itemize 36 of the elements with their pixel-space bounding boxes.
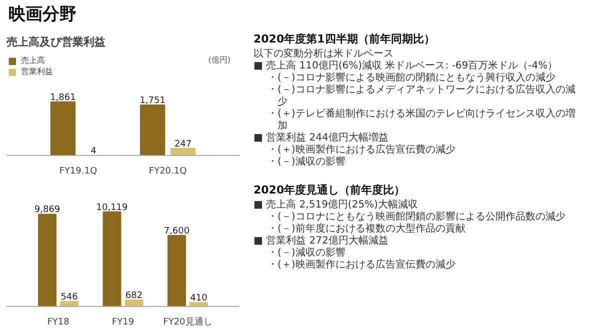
data-label: 4 [90,146,97,156]
legend-label: 売上高 [21,55,45,66]
text: ・(－)コロナ影響による映画館の閉鎖にともなう興行収入の減少 [268,72,556,84]
x-tick-label: FY20見通し [163,316,212,328]
data-label: 410 [190,294,208,304]
text: 2020年度見通し（前年度比） [254,184,406,196]
text: ・(＋)映画製作における広告宣伝費の減少 [268,258,456,270]
data-label: 9,869 [34,205,60,216]
text: ・(－)減収の影響 [268,246,346,258]
x-tick-label: FY20.1Q [148,166,187,176]
text: (億円) [208,56,231,65]
text: 2020年度第1四半期（前年同期比） [254,32,435,46]
data-label: 546 [60,292,78,302]
data-label: 7,600 [164,226,190,236]
text: ・(－)減収の影響 [268,156,346,168]
data-label: 247 [174,139,192,150]
chart-title: 売上高及び営業利益 [6,36,106,48]
data-label: 1,861 [50,92,76,103]
text: 映画分野 [8,4,76,24]
data-label: 682 [125,291,143,302]
x-tick-label: FY19.1Q [59,166,98,176]
text: ・(－)前年度における複数の大型作品の貢献 [268,222,466,234]
x-tick-label: FY19 [112,318,134,328]
text: ■ 売上高 110億円(6%)減収 米ドルベース: -69百万米ドル（-4%） [254,60,558,72]
text: ・(－)コロナ影響によるメディアネットワークにおける広告収入の減少 [268,84,576,108]
data-label: 10,119 [96,202,128,213]
text: ■ 営業利益 272億円大幅減益 [254,234,388,246]
text: ■ 売上高 2,519億円(25%)大幅減収 [254,198,418,210]
text: ■ 営業利益 244億円大幅増益 [254,132,388,144]
text: ・(－)コロナにともなう映画館閉鎖の影響による公開作品数の減少 [268,210,566,222]
text: ・(＋)テレビ番組制作における米国のテレビ向けライセンス収入の増加 [268,108,576,132]
data-label: 1,751 [140,96,166,106]
text: ・(＋)映画製作における広告宣伝費の減少 [268,144,456,156]
x-tick-label: FY18 [47,318,70,328]
legend-label: 営業利益 [21,66,53,77]
text: 以下の変動分析は米ドルベース [254,48,394,60]
